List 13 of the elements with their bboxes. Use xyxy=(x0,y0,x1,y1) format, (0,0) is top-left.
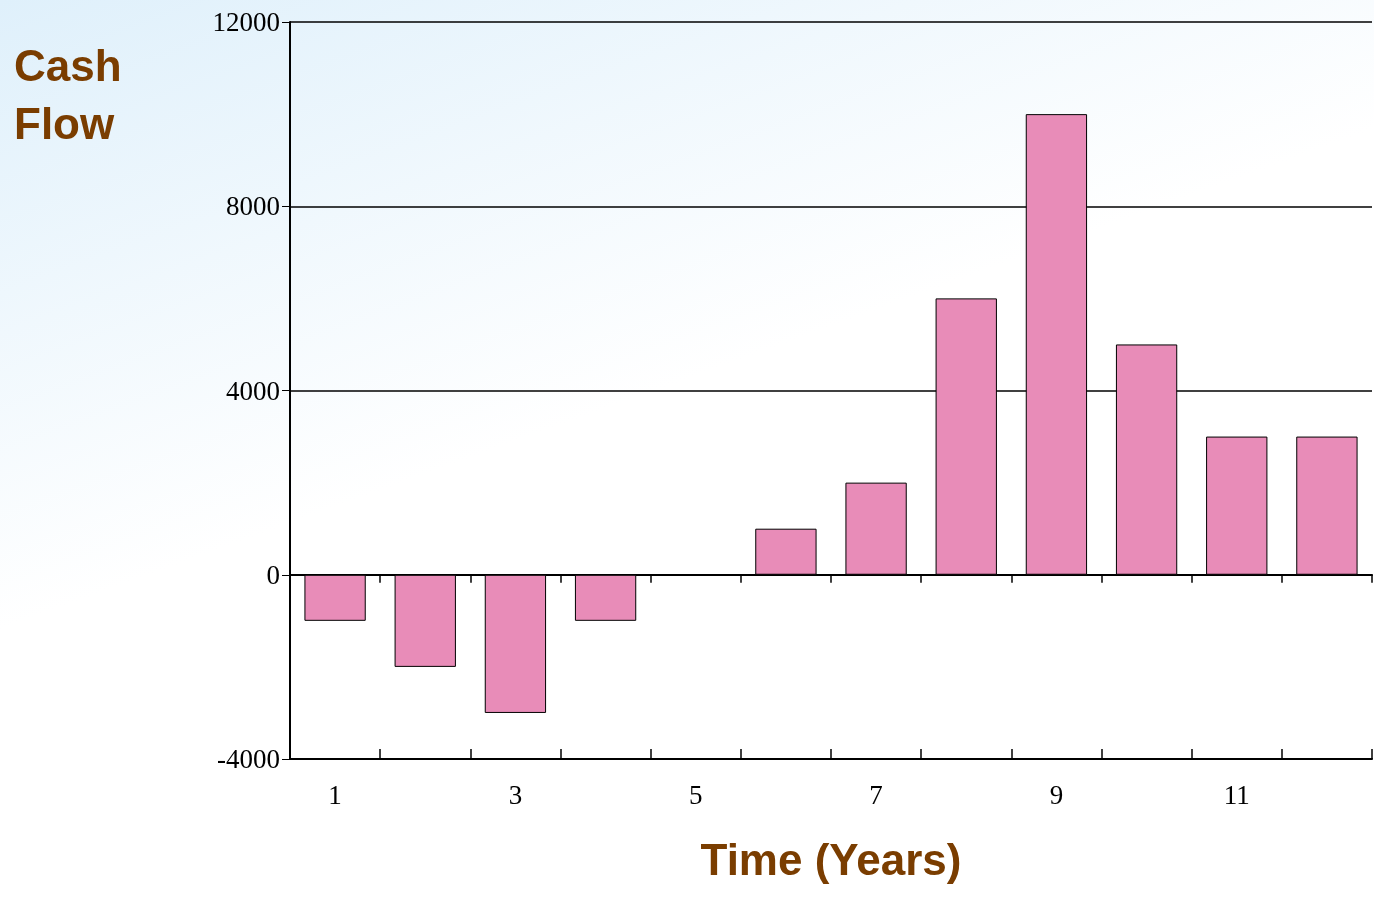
y-tick-label: 0 xyxy=(266,559,280,590)
x-tick-label: 3 xyxy=(508,779,523,810)
y-tick-label: 8000 xyxy=(226,191,280,222)
y-tick-label: 12000 xyxy=(212,7,280,37)
x-tick-label: 7 xyxy=(869,779,883,810)
x-axis-title: Time (Years) xyxy=(700,834,962,884)
x-tick-label: 1 xyxy=(328,779,342,810)
y-axis-title: Cash Flow xyxy=(14,40,134,148)
y-tick-label: 4000 xyxy=(226,375,280,406)
y-tick-label: -4000 xyxy=(217,744,280,774)
x-tick-label: 9 xyxy=(1049,779,1064,810)
x-tick-label: 5 xyxy=(689,779,703,810)
x-tick-label: 11 xyxy=(1223,779,1250,810)
